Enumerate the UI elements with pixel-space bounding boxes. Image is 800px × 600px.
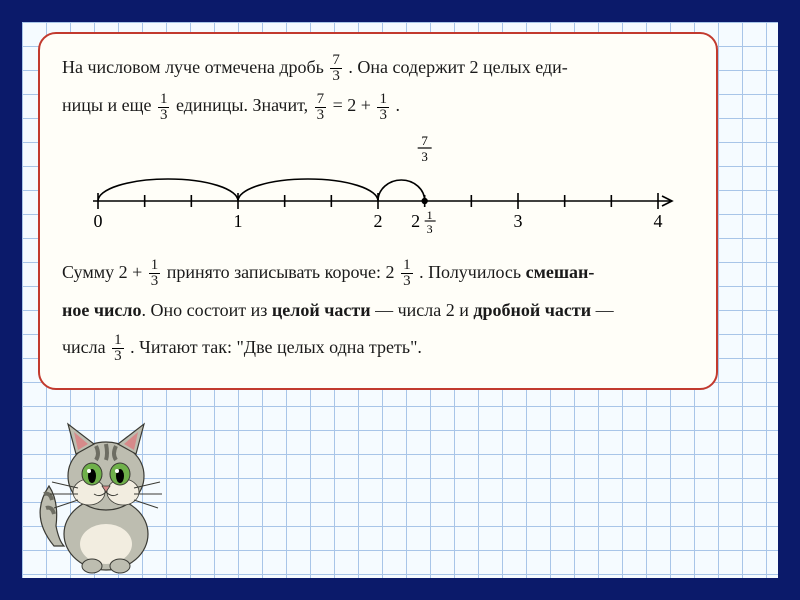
text: — числа 2 и bbox=[371, 300, 474, 320]
svg-text:4: 4 bbox=[654, 211, 663, 231]
fraction-1-3: 1 3 bbox=[377, 92, 389, 123]
svg-text:0: 0 bbox=[94, 211, 103, 231]
svg-text:1: 1 bbox=[234, 211, 243, 231]
svg-text:3: 3 bbox=[421, 149, 428, 164]
cat-illustration bbox=[34, 416, 174, 576]
svg-text:7: 7 bbox=[421, 133, 428, 148]
text: . Оно состоит из bbox=[141, 300, 271, 320]
fraction-7-3: 7 3 bbox=[330, 53, 342, 84]
bold-text: целой части bbox=[272, 300, 371, 320]
text: ницы и еще bbox=[62, 95, 156, 115]
text: . bbox=[395, 95, 400, 115]
outer-frame: На числовом луче отмечена дробь 7 3 . Он… bbox=[0, 0, 800, 600]
number-line: 0123473213 bbox=[68, 131, 688, 251]
fraction-1-3: 1 3 bbox=[112, 333, 124, 364]
paragraph-2: ницы и еще 1 3 единицы. Значит, 7 3 = 2 … bbox=[62, 90, 694, 122]
text: . Читают так: "Две целых одна треть". bbox=[130, 337, 422, 357]
svg-text:1: 1 bbox=[427, 208, 433, 222]
svg-text:2: 2 bbox=[374, 211, 383, 231]
text: — bbox=[591, 300, 614, 320]
text: принято записывать короче: 2 bbox=[167, 262, 395, 282]
paragraph-1: На числовом луче отмечена дробь 7 3 . Он… bbox=[62, 52, 694, 84]
fraction-1-3: 1 3 bbox=[149, 258, 161, 289]
text: = 2 + bbox=[333, 95, 376, 115]
text: На числовом луче отмечена дробь bbox=[62, 57, 328, 77]
math-card: На числовом луче отмечена дробь 7 3 . Он… bbox=[38, 32, 718, 390]
svg-text:3: 3 bbox=[427, 222, 433, 236]
text: . Получилось bbox=[419, 262, 526, 282]
text: . Она содержит 2 целых еди- bbox=[348, 57, 567, 77]
bold-text: смешан- bbox=[526, 262, 595, 282]
fraction-7-3: 7 3 bbox=[315, 92, 327, 123]
fraction-1-3: 1 3 bbox=[158, 92, 170, 123]
bold-text: ное число bbox=[62, 300, 141, 320]
text: Сумму 2 + bbox=[62, 262, 147, 282]
fraction-1-3: 1 3 bbox=[401, 258, 413, 289]
paragraph-4: ное число. Оно состоит из целой части — … bbox=[62, 295, 694, 326]
paragraph-5: числа 1 3 . Читают так: "Две целых одна … bbox=[62, 332, 694, 364]
svg-text:2: 2 bbox=[411, 211, 420, 231]
bold-text: дробной части bbox=[473, 300, 591, 320]
text: единицы. Значит, bbox=[176, 95, 313, 115]
svg-text:3: 3 bbox=[514, 211, 523, 231]
paragraph-3: Сумму 2 + 1 3 принято записывать короче:… bbox=[62, 257, 694, 289]
text: числа bbox=[62, 337, 110, 357]
